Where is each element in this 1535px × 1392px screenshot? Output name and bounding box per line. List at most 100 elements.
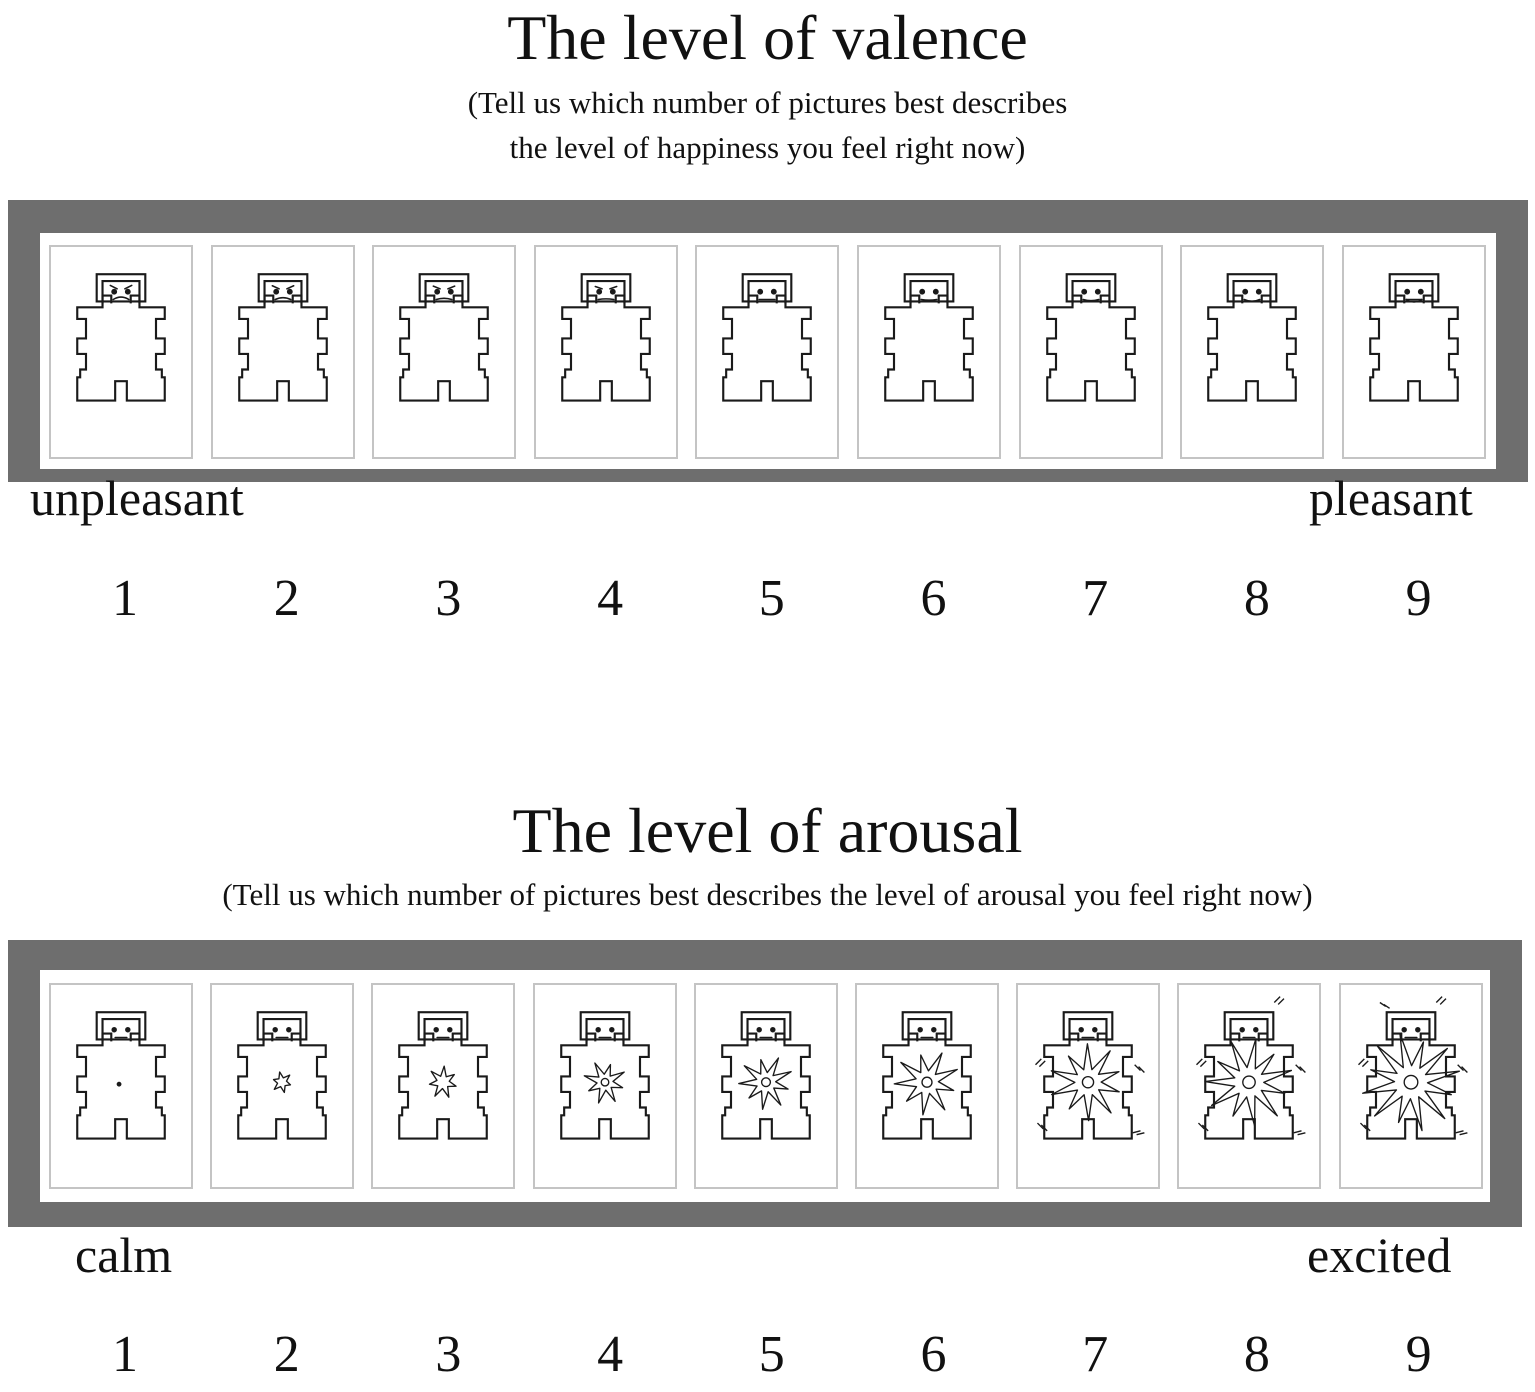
valence-right-label: pleasant	[1309, 470, 1473, 526]
face-4	[595, 1027, 615, 1039]
arousal-title: The level of arousal	[512, 795, 1023, 866]
valence-scale-panel	[40, 233, 1496, 469]
valence-option-8[interactable]	[1180, 245, 1325, 459]
arousal-number-8[interactable]: 8	[1243, 1326, 1270, 1383]
face-6	[917, 1027, 937, 1039]
arousal-burst-6	[893, 1052, 958, 1116]
valence-number-4[interactable]: 4	[597, 570, 624, 627]
valence-subtitle: (Tell us which number of pictures best d…	[0, 80, 1535, 170]
arousal-option-4[interactable]	[532, 983, 677, 1189]
arousal-burst-5	[737, 1057, 792, 1110]
arousal-option-1[interactable]	[49, 983, 193, 1189]
arousal-burst-8	[1196, 996, 1307, 1136]
figure-body-9	[1368, 273, 1459, 402]
arousal-number-7[interactable]: 7	[1082, 1326, 1109, 1383]
arousal-sam-figure-2	[237, 1011, 328, 1140]
arousal-burst-4	[583, 1062, 625, 1104]
arousal-option-7[interactable]	[1016, 983, 1161, 1189]
arousal-sam-figure-8	[1196, 996, 1307, 1140]
figure-body-6	[884, 273, 974, 402]
valence-number-7[interactable]: 7	[1082, 570, 1109, 627]
valence-sam-figure-5	[722, 273, 813, 402]
figure-body-8	[1207, 273, 1298, 402]
arousal-option-6[interactable]	[855, 983, 999, 1189]
arousal-sam-figure-1	[76, 1011, 166, 1140]
figure-body-8	[1204, 1011, 1295, 1140]
valence-option-3[interactable]	[372, 245, 517, 459]
arousal-sam-figure-5	[720, 1011, 811, 1140]
face-1	[109, 284, 133, 301]
valence-number-5[interactable]: 5	[758, 570, 785, 627]
valence-option-4[interactable]	[533, 245, 678, 459]
valence-number-8[interactable]: 8	[1243, 570, 1270, 627]
valence-option-1[interactable]	[49, 245, 193, 459]
valence-sam-figure-9	[1368, 273, 1459, 402]
arousal-left-label: calm	[75, 1227, 173, 1283]
valence-number-9[interactable]: 9	[1405, 570, 1432, 627]
face-6	[919, 288, 939, 301]
valence-sam-figure-6	[884, 273, 974, 402]
valence-option-9[interactable]	[1341, 245, 1486, 459]
arousal-sam-figure-3	[398, 1011, 489, 1140]
arousal-number-6[interactable]: 6	[920, 1326, 947, 1383]
face-4	[594, 285, 618, 301]
valence-number-2[interactable]: 2	[273, 570, 300, 627]
arousal-option-8[interactable]	[1177, 983, 1322, 1189]
valence-sam-figure-2	[237, 273, 328, 402]
arousal-number-5[interactable]: 5	[758, 1326, 785, 1383]
figure-body-3	[398, 1011, 489, 1140]
valence-option-2[interactable]	[210, 245, 355, 459]
arousal-sam-figure-4	[559, 1011, 650, 1140]
valence-number-3[interactable]: 3	[435, 570, 462, 627]
face-7	[1080, 288, 1101, 302]
valence-sam-figure-4	[560, 273, 651, 402]
figure-body-4	[560, 273, 651, 402]
valence-option-5[interactable]	[695, 245, 840, 459]
arousal-sam-figure-9	[1357, 996, 1468, 1140]
figure-body-7	[1045, 273, 1136, 402]
arousal-number-9[interactable]: 9	[1405, 1326, 1432, 1383]
valence-number-6[interactable]: 6	[920, 570, 947, 627]
valence-number-1[interactable]: 1	[112, 570, 138, 627]
arousal-sam-figure-7	[1035, 1011, 1146, 1140]
arousal-option-3[interactable]	[371, 983, 516, 1189]
valence-subtitle-line-2: the level of happiness you feel right no…	[509, 130, 1026, 165]
face-3	[432, 285, 456, 301]
figure-body-3	[399, 273, 490, 402]
figure-body-6	[882, 1011, 972, 1140]
arousal-scale-panel	[40, 970, 1490, 1202]
arousal-number-2[interactable]: 2	[273, 1326, 300, 1383]
face-5	[757, 288, 778, 301]
arousal-subtitle: (Tell us which number of pictures best d…	[222, 877, 1313, 912]
arousal-number-4[interactable]: 4	[597, 1326, 624, 1383]
figure-body-4	[559, 1011, 650, 1140]
face-2	[272, 1027, 292, 1039]
face-5	[756, 1027, 776, 1039]
arousal-option-2[interactable]	[210, 983, 355, 1189]
arousal-number-3[interactable]: 3	[435, 1326, 462, 1383]
arousal-burst-9	[1357, 996, 1468, 1136]
arousal-right-label: excited	[1307, 1227, 1452, 1283]
valence-option-6[interactable]	[857, 245, 1001, 459]
arousal-burst-1	[116, 1081, 122, 1087]
valence-sam-figure-3	[399, 273, 490, 402]
valence-subtitle-line-1: (Tell us which number of pictures best d…	[467, 85, 1068, 120]
face-3	[433, 1027, 453, 1039]
arousal-number-1[interactable]: 1	[112, 1326, 138, 1383]
arousal-option-9[interactable]	[1338, 983, 1483, 1189]
valence-sam-figure-7	[1045, 273, 1136, 402]
figure-body-5	[720, 1011, 811, 1140]
face-2	[271, 284, 295, 301]
arousal-burst-3	[429, 1065, 458, 1098]
face-9	[1401, 1027, 1421, 1039]
face-7	[1078, 1027, 1098, 1039]
face-1	[111, 1027, 131, 1039]
figure-body-5	[722, 273, 813, 402]
valence-title: The level of valence	[507, 2, 1028, 73]
figure-body-1	[76, 1011, 166, 1140]
figure-body-1	[76, 273, 166, 402]
valence-left-label: unpleasant	[30, 470, 244, 526]
valence-sam-figure-1	[76, 273, 166, 402]
arousal-option-5[interactable]	[693, 983, 838, 1189]
valence-option-7[interactable]	[1018, 245, 1163, 459]
